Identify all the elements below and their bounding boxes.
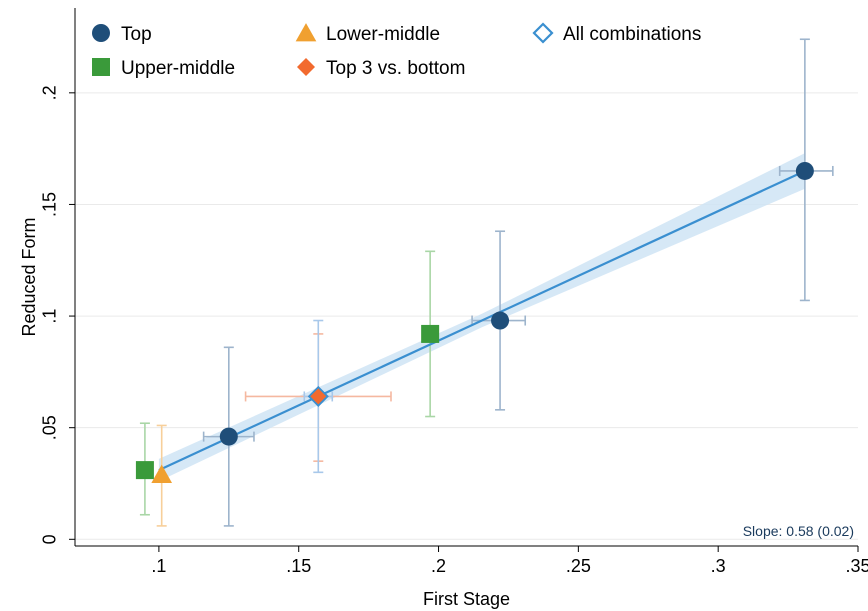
fit-line-group: [158, 169, 806, 472]
legend: Top Upper-middle Lower-middle Top 3 vs. bot…: [92, 22, 701, 79]
x-tick-label: .25: [566, 556, 591, 576]
data-point-diamond: [310, 388, 327, 405]
legend-label: Top: [121, 24, 152, 45]
confidence-band: [158, 153, 805, 482]
data-point-diamond-hollow: [307, 385, 329, 407]
legend-label: All combinations: [563, 24, 701, 45]
legend-item: Lower-middle: [295, 23, 440, 45]
legend-marker-diamond-hollow: [532, 22, 554, 44]
y-axis-title: Reduced Form: [19, 217, 39, 336]
y-tick-label: .05: [40, 415, 60, 440]
legend-marker-triangle: [295, 23, 317, 42]
legend-label: Lower-middle: [326, 24, 440, 45]
data-point-circle: [491, 311, 510, 330]
x-axis-title: First Stage: [423, 589, 510, 609]
fit-line: [158, 169, 806, 472]
legend-marker-square: [92, 58, 110, 76]
axes: 0 .05 .1 .15 .2 .1 .15 .2 .25 .3 .35: [40, 8, 868, 576]
data-point-square: [135, 461, 154, 480]
legend-label: Upper-middle: [121, 58, 235, 79]
slope-annotation: Slope: 0.58 (0.02): [743, 523, 854, 539]
x-tick-label: .1: [151, 556, 166, 576]
data-point-triangle: [151, 464, 173, 483]
x-tick-label: .2: [431, 556, 446, 576]
data-point-circle: [795, 161, 814, 180]
y-tick-label: 0: [40, 534, 60, 544]
legend-item: All combinations: [532, 22, 701, 45]
error-bars: [139, 38, 834, 527]
gridlines: [75, 92, 858, 540]
legend-marker-circle: [92, 24, 110, 42]
legend-item: Top 3 vs. bottom: [297, 58, 465, 79]
data-markers: [135, 161, 814, 483]
data-point-square: [421, 324, 440, 343]
y-tick-label: .2: [40, 85, 60, 100]
x-tick-label: .3: [711, 556, 726, 576]
y-tick-label: .1: [40, 309, 60, 324]
legend-label: Top 3 vs. bottom: [326, 58, 465, 79]
x-tick-label: .15: [286, 556, 311, 576]
fit-confidence-band: [158, 153, 805, 482]
data-point-circle: [219, 427, 238, 446]
legend-item: Top: [92, 24, 152, 45]
x-tick-label: .35: [845, 556, 868, 576]
legend-item: Upper-middle: [92, 58, 235, 79]
y-tick-label: .15: [40, 192, 60, 217]
legend-marker-diamond: [297, 58, 315, 76]
